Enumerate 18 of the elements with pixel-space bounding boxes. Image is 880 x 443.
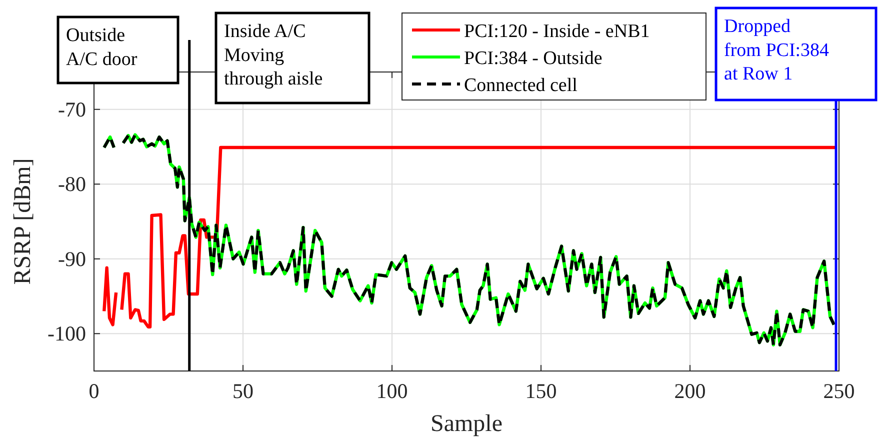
legend-label: PCI:120 - Inside - eNB1 <box>464 21 650 42</box>
x-tick-label: 200 <box>674 379 706 403</box>
y-tick-label: -90 <box>58 246 86 271</box>
x-tick-label: 50 <box>232 379 254 403</box>
y-axis-title: RSRP [dBm] <box>10 158 36 285</box>
x-axis-title: Sample <box>430 411 502 437</box>
x-tick-label: 0 <box>88 379 100 403</box>
y-tick-label: -100 <box>48 322 86 346</box>
y-tick-label: -80 <box>58 172 86 196</box>
legend-label: Connected cell <box>464 75 578 96</box>
annotation: Dropped from PCI:384 at Row 1 <box>724 16 830 84</box>
x-tick-label: 250 <box>823 379 855 403</box>
x-tick-label: 100 <box>376 379 408 403</box>
annotation: Inside A/C Moving through aisle <box>224 21 323 90</box>
y-tick-label: -70 <box>58 97 86 122</box>
text: Outside A/C door <box>66 25 138 70</box>
x-tick-label: 150 <box>525 379 557 403</box>
legend-label: PCI:384 - Outside <box>464 48 602 69</box>
